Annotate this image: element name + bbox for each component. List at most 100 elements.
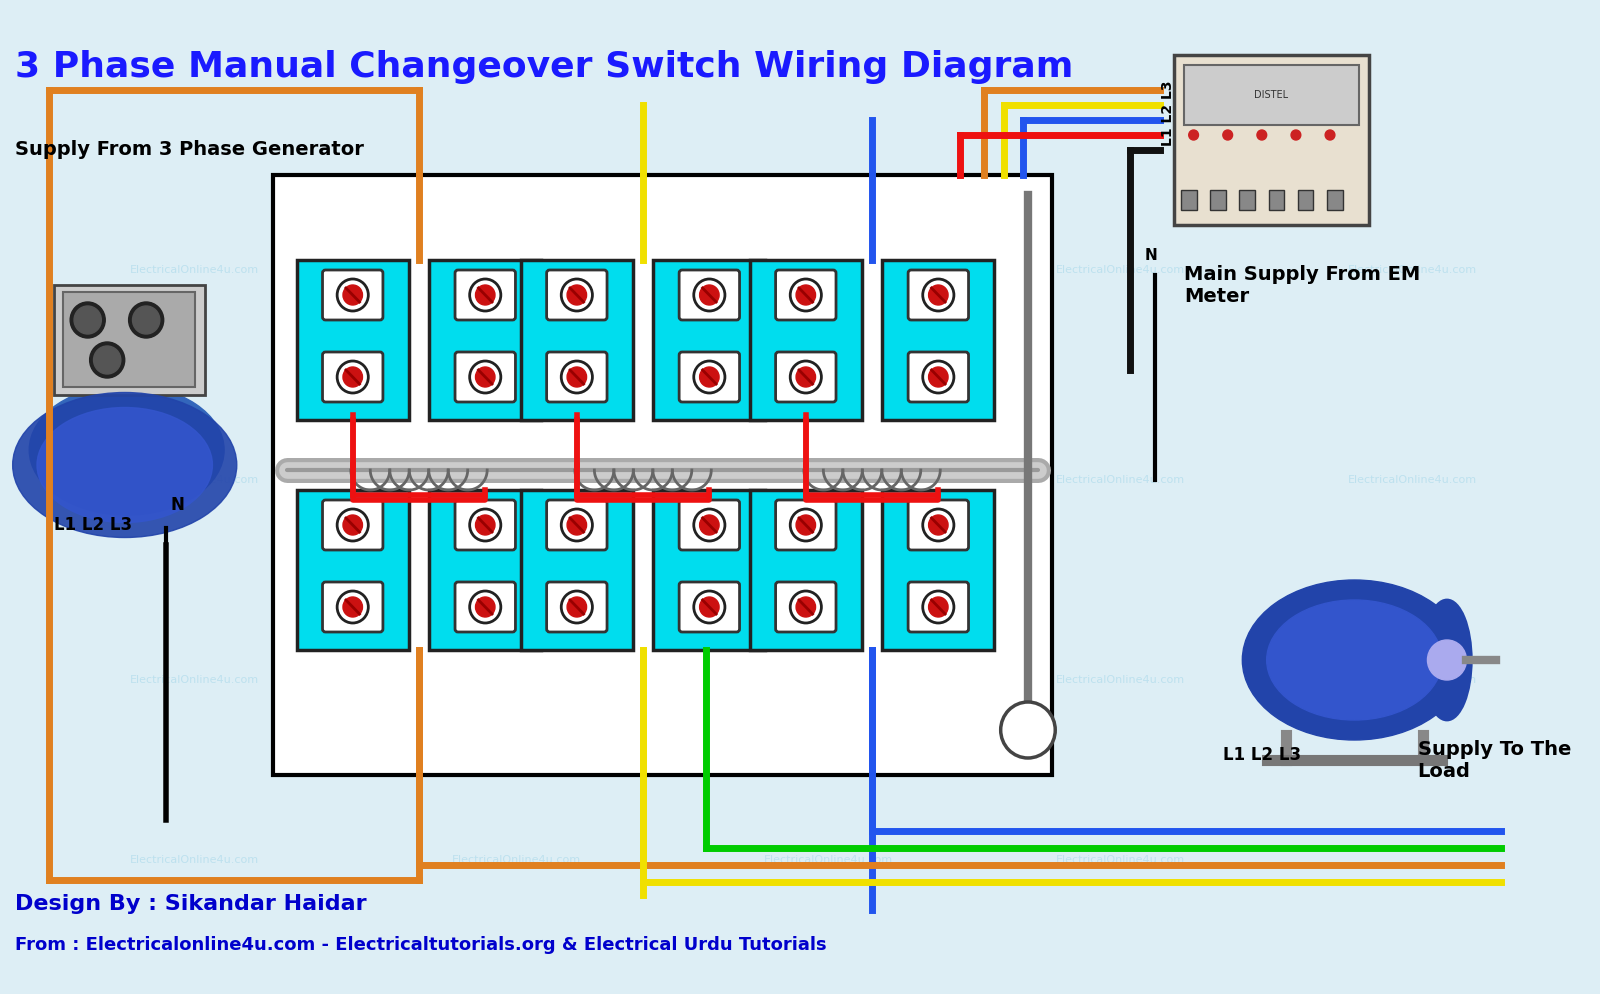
- Text: ElectricalOnline4u.com: ElectricalOnline4u.com: [1056, 475, 1186, 485]
- Circle shape: [1325, 130, 1334, 140]
- Circle shape: [566, 285, 587, 305]
- Circle shape: [566, 515, 587, 535]
- FancyBboxPatch shape: [678, 270, 739, 320]
- Bar: [429, 260, 541, 420]
- Circle shape: [1000, 702, 1056, 758]
- Circle shape: [928, 597, 949, 617]
- Circle shape: [699, 515, 718, 535]
- Circle shape: [1189, 130, 1198, 140]
- Circle shape: [93, 346, 122, 374]
- Circle shape: [562, 509, 592, 541]
- Circle shape: [699, 285, 718, 305]
- Circle shape: [790, 509, 821, 541]
- Bar: [429, 490, 541, 650]
- Text: From : Electricalonline4u.com - Electricaltutorials.org & Electrical Urdu Tutori: From : Electricalonline4u.com - Electric…: [14, 936, 826, 954]
- FancyBboxPatch shape: [678, 582, 739, 632]
- FancyBboxPatch shape: [547, 500, 606, 550]
- FancyBboxPatch shape: [678, 500, 739, 550]
- Bar: [1240, 190, 1254, 210]
- Text: ElectricalOnline4u.com: ElectricalOnline4u.com: [130, 855, 259, 865]
- Circle shape: [566, 597, 587, 617]
- Text: ElectricalOnline4u.com: ElectricalOnline4u.com: [1349, 265, 1477, 275]
- Circle shape: [1258, 130, 1267, 140]
- Bar: [1269, 190, 1285, 210]
- Text: ElectricalOnline4u.com: ElectricalOnline4u.com: [763, 265, 893, 275]
- Circle shape: [470, 509, 501, 541]
- Text: ElectricalOnline4u.com: ElectricalOnline4u.com: [763, 675, 893, 685]
- Bar: [1174, 55, 1370, 225]
- Circle shape: [128, 302, 163, 338]
- Circle shape: [699, 367, 718, 387]
- Text: ElectricalOnline4u.com: ElectricalOnline4u.com: [763, 855, 893, 865]
- Circle shape: [338, 361, 368, 393]
- Circle shape: [923, 279, 954, 311]
- FancyBboxPatch shape: [776, 352, 837, 402]
- Circle shape: [1291, 130, 1301, 140]
- Text: L1 L2 L3: L1 L2 L3: [1162, 80, 1176, 145]
- Circle shape: [694, 279, 725, 311]
- Text: ElectricalOnline4u.com: ElectricalOnline4u.com: [451, 475, 581, 485]
- Bar: [53, 285, 205, 395]
- Bar: [64, 292, 195, 387]
- FancyBboxPatch shape: [323, 500, 382, 550]
- FancyBboxPatch shape: [776, 582, 837, 632]
- Circle shape: [699, 597, 718, 617]
- Circle shape: [470, 279, 501, 311]
- Bar: [1184, 65, 1360, 125]
- FancyBboxPatch shape: [909, 270, 968, 320]
- Circle shape: [694, 361, 725, 393]
- Text: ElectricalOnline4u.com: ElectricalOnline4u.com: [130, 475, 259, 485]
- Text: L1 L2 L3: L1 L2 L3: [1222, 746, 1301, 764]
- Bar: [1326, 190, 1342, 210]
- Bar: [750, 490, 862, 650]
- Text: ElectricalOnline4u.com: ElectricalOnline4u.com: [451, 675, 581, 685]
- Bar: [274, 175, 1053, 775]
- Ellipse shape: [1267, 600, 1442, 720]
- FancyBboxPatch shape: [454, 582, 515, 632]
- Circle shape: [342, 515, 363, 535]
- Bar: [653, 260, 765, 420]
- Bar: [882, 260, 994, 420]
- FancyBboxPatch shape: [909, 582, 968, 632]
- Circle shape: [470, 591, 501, 623]
- Circle shape: [694, 591, 725, 623]
- Text: N: N: [171, 496, 184, 514]
- Bar: [522, 490, 634, 650]
- Text: Design By : Sikandar Haidar: Design By : Sikandar Haidar: [14, 894, 366, 914]
- FancyBboxPatch shape: [776, 500, 837, 550]
- Circle shape: [790, 279, 821, 311]
- Circle shape: [475, 285, 494, 305]
- Text: ElectricalOnline4u.com: ElectricalOnline4u.com: [1056, 675, 1186, 685]
- Circle shape: [797, 515, 816, 535]
- FancyBboxPatch shape: [454, 352, 515, 402]
- Circle shape: [475, 515, 494, 535]
- Ellipse shape: [13, 393, 237, 538]
- Bar: [296, 260, 408, 420]
- Text: ElectricalOnline4u.com: ElectricalOnline4u.com: [763, 475, 893, 485]
- Circle shape: [342, 285, 363, 305]
- FancyBboxPatch shape: [909, 500, 968, 550]
- Circle shape: [475, 367, 494, 387]
- Circle shape: [70, 302, 106, 338]
- Ellipse shape: [1242, 580, 1467, 740]
- Circle shape: [562, 361, 592, 393]
- FancyBboxPatch shape: [323, 352, 382, 402]
- Circle shape: [790, 591, 821, 623]
- Text: ElectricalOnline4u.com: ElectricalOnline4u.com: [451, 855, 581, 865]
- Bar: [1210, 190, 1226, 210]
- Circle shape: [1222, 130, 1232, 140]
- Circle shape: [562, 279, 592, 311]
- FancyBboxPatch shape: [776, 270, 837, 320]
- Circle shape: [928, 285, 949, 305]
- Circle shape: [566, 367, 587, 387]
- Bar: [1298, 190, 1314, 210]
- FancyBboxPatch shape: [909, 352, 968, 402]
- Text: ElectricalOnline4u.com: ElectricalOnline4u.com: [1349, 675, 1477, 685]
- Circle shape: [90, 342, 125, 378]
- Circle shape: [797, 597, 816, 617]
- Text: ElectricalOnline4u.com: ElectricalOnline4u.com: [1349, 475, 1477, 485]
- Ellipse shape: [1422, 600, 1472, 720]
- FancyBboxPatch shape: [547, 582, 606, 632]
- Text: DISTEL: DISTEL: [1254, 90, 1288, 100]
- Ellipse shape: [37, 408, 213, 523]
